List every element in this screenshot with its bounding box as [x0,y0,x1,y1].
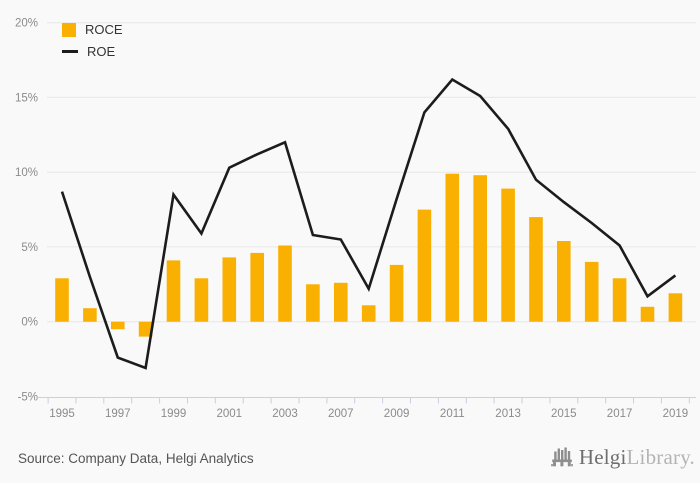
x-axis-tick-label: 2013 [495,408,521,420]
roce-bar-1996[interactable] [83,308,97,322]
logo-text: HelgiLibrary. [579,445,695,470]
roce-bar-2003[interactable] [278,245,292,322]
x-axis-tick-label: 1995 [49,408,75,420]
x-axis-tick-label: 2007 [328,408,354,420]
x-axis-tick-label: 2017 [607,408,633,420]
legend-roce-label: ROCE [85,22,123,37]
roce-bar-2018[interactable] [640,306,655,322]
x-axis-tick-label: 2003 [272,408,298,420]
y-axis-tick-label: -5% [18,391,38,403]
roce-bar-2011[interactable] [445,173,460,322]
roce-bar-1999[interactable] [166,260,181,322]
y-axis-tick-label: 0% [21,317,38,329]
y-axis-tick-label: 15% [15,92,38,104]
legend-roe-label: ROE [87,44,116,59]
y-axis-tick-label: 10% [15,167,38,179]
roce-bar-2006[interactable] [306,284,320,322]
roce-bar-2012[interactable] [473,175,487,322]
roce-roe-chart: 20% 15% 10% 5% 0% -5% 1995 1997 1999 2001 2003 2007… [15,18,696,420]
bridge-chart-icon [551,447,573,467]
x-axis-tick-label: 2015 [551,408,577,420]
roe-swatch-icon [62,50,78,53]
roce-bar-2015[interactable] [557,241,571,322]
roce-bar-2000[interactable] [194,278,209,322]
roce-bar-1995[interactable] [55,278,69,322]
logo-text-helgi: Helgi [578,444,627,469]
x-axis-tick-label: 1997 [105,408,131,420]
logo-text-library: Library. [626,444,695,469]
x-axis-tick-label: 2011 [440,408,465,420]
roce-bar-2017[interactable] [612,278,627,322]
roce-bar-2010[interactable] [417,209,432,322]
legend: ROCE ROE [62,22,123,59]
roce-bar-2009[interactable] [389,264,404,322]
roce-bar-2013[interactable] [501,188,515,322]
roce-bar-2016[interactable] [584,261,599,322]
roce-bar-2007[interactable] [334,282,348,322]
roe-line[interactable] [60,77,677,370]
roce-bar-2008[interactable] [361,305,376,322]
x-axis-tick-label: 2019 [663,408,689,420]
roce-bar-1997[interactable] [111,321,125,330]
helgi-library-logo: HelgiLibrary. [549,444,695,470]
legend-item-roce[interactable]: ROCE [62,22,123,37]
y-axis-tick-label: 5% [21,242,38,254]
roce-bar-1998[interactable] [138,321,153,337]
roce-swatch-icon [62,22,76,37]
roce-bar-2002[interactable] [250,252,264,322]
x-axis-tick-label: 2001 [217,408,243,420]
legend-item-roe[interactable]: ROE [62,44,123,59]
roce-bar-2014[interactable] [529,217,543,322]
x-axis-tick-label: 1999 [161,408,187,420]
roce-bar-2001[interactable] [222,257,237,322]
x-axis-tick-label: 2009 [384,408,410,420]
roce-bar-2019[interactable] [668,293,683,322]
source-caption: Source: Company Data, Helgi Analytics [18,451,254,466]
y-axis-tick-label: 20% [15,18,38,30]
